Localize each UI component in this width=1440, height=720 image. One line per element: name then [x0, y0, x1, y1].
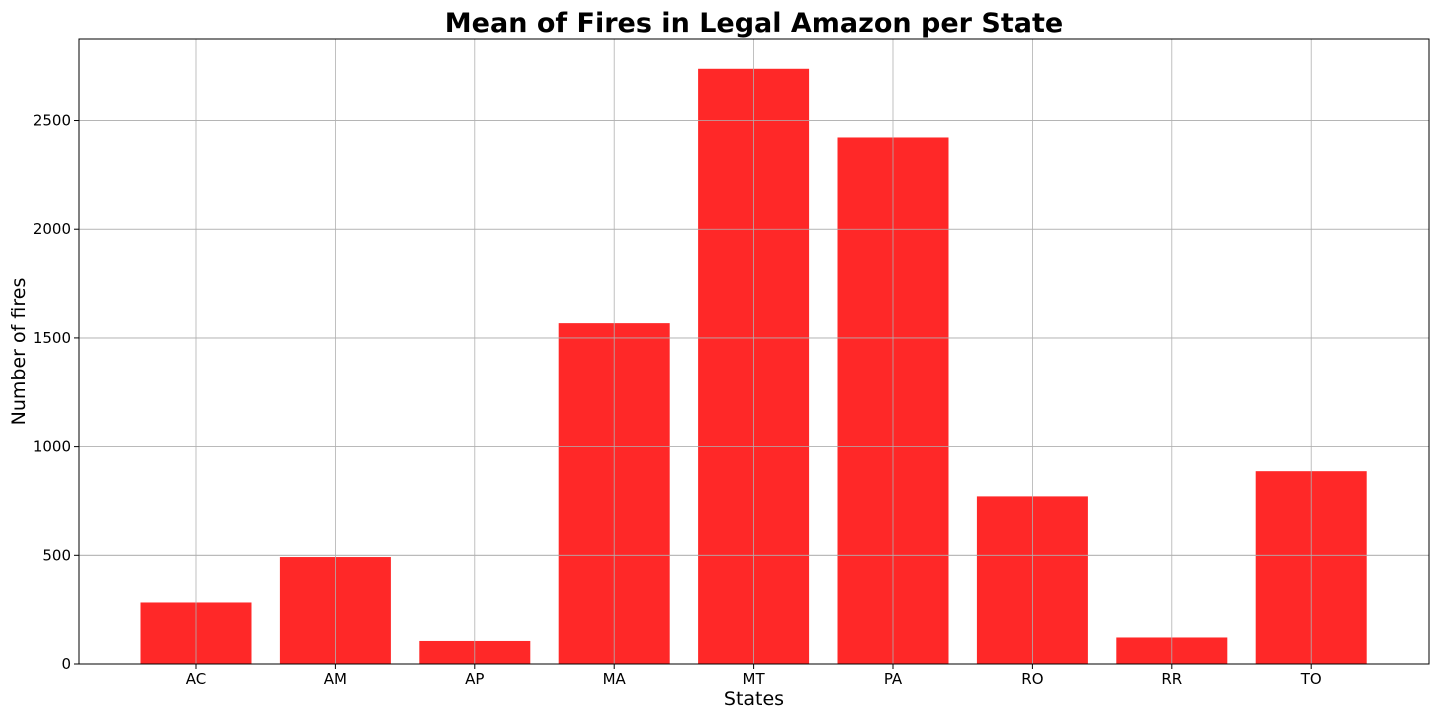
x-tick-label: PA [884, 670, 903, 688]
x-tick-label: AP [465, 670, 484, 688]
y-tick-label: 1500 [33, 329, 71, 347]
y-tick-label: 2000 [33, 220, 71, 238]
chart-title: Mean of Fires in Legal Amazon per State [445, 8, 1063, 39]
y-axis-label: Number of fires [8, 278, 30, 426]
x-axis-ticks: AC AM AP MA MT PA RO RR TO [186, 664, 1322, 688]
x-tick-label: TO [1300, 670, 1322, 688]
x-tick-label: RO [1021, 670, 1043, 688]
y-tick-label: 2500 [33, 112, 71, 130]
y-tick-label: 0 [61, 655, 71, 673]
x-tick-label: AC [186, 670, 206, 688]
y-axis-ticks: 0 500 1000 1500 2000 2500 [33, 112, 79, 673]
y-tick-label: 1000 [33, 438, 71, 456]
x-tick-label: RR [1161, 670, 1182, 688]
x-tick-label: MT [743, 670, 766, 688]
x-tick-label: MA [603, 670, 627, 688]
x-axis-label: States [724, 688, 784, 710]
y-tick-label: 500 [42, 546, 71, 564]
x-tick-label: AM [324, 670, 347, 688]
